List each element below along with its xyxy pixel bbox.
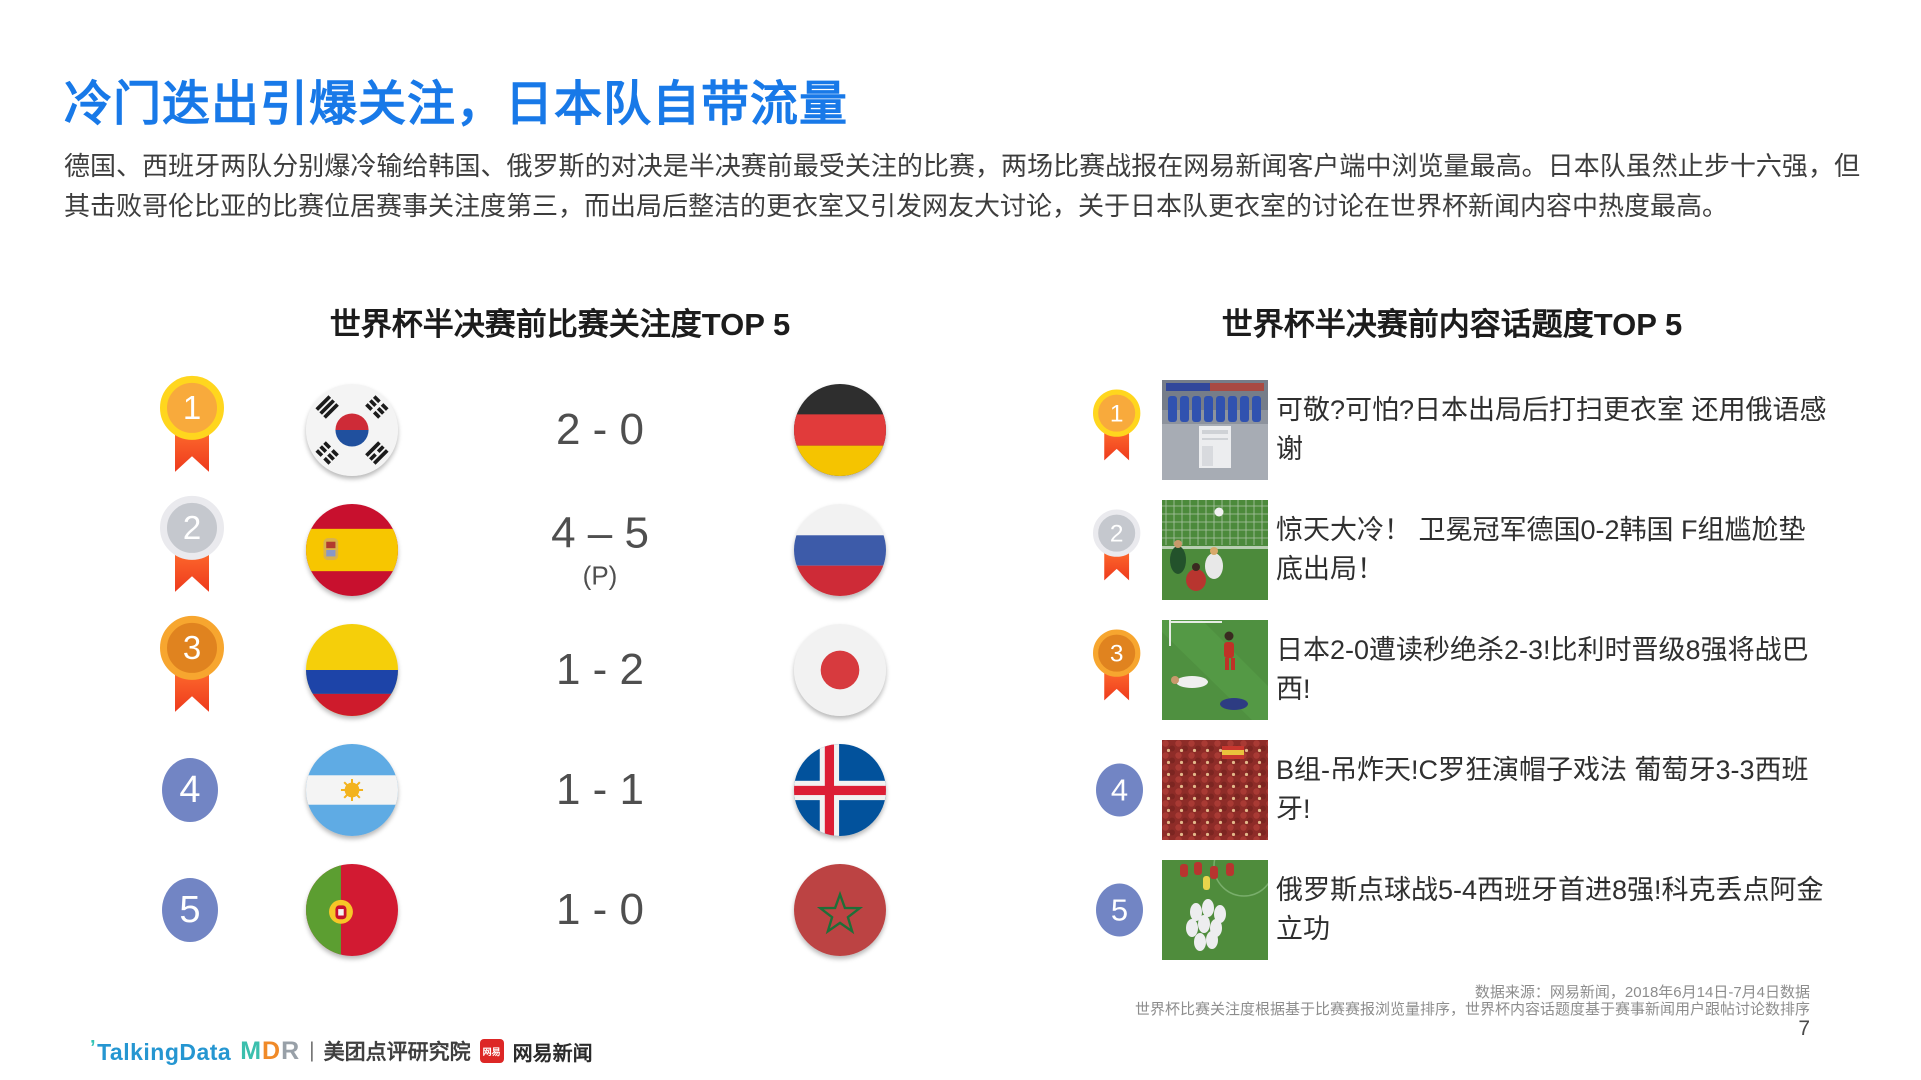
news-headline: B组-吊炸天!C罗狂演帽子戏法 葡萄牙3-3西班牙! [1276, 755, 1809, 824]
rank-2-medal-icon: 2 [1093, 509, 1141, 586]
news-row: 3 日本2-0遭读秒绝杀2-3!比利时晋级8强将战巴西! [0, 615, 1921, 725]
data-source-line2: 世界杯比赛关注度根据基于比赛赛报浏览量排序，世界杯内容话题度基于赛事新闻用户跟帖… [1134, 1001, 1810, 1018]
match-score: 2 - 0 [555, 405, 645, 454]
flag-morocco-icon [794, 864, 886, 956]
rank-number: 2 [1109, 519, 1124, 547]
news-headline: 日本2-0遭读秒绝杀2-3!比利时晋级8强将战巴西! [1276, 635, 1809, 704]
match-score: 1 - 0 [555, 885, 645, 934]
match-score: 1 - 2 [555, 645, 645, 694]
rank-number: 1 [1109, 399, 1124, 427]
rank-4-badge: 4 [1096, 763, 1143, 817]
news-row: 4 B组-吊炸天!C罗狂演帽子戏法 葡萄牙3-3西班牙! [0, 735, 1921, 845]
news-thumbnail-goal-scene [1162, 500, 1268, 600]
news-headline: 可敬?可怕?日本出局后打扫更衣室 还用俄语感谢 [1276, 395, 1827, 464]
news-row: 1 可敬?可怕?日本出局后打扫更衣室 还用俄语感谢 [0, 375, 1921, 485]
rank-5-badge: 5 [1096, 883, 1143, 937]
netease-app-icon: 网易 [479, 1039, 504, 1063]
match-row: 5 1 - 0 [0, 855, 1921, 965]
match-row: 2 4 – 5 (P) [0, 495, 1921, 605]
flag-south-korea-icon [306, 384, 398, 476]
news-row: 2 惊天大冷！ 卫冕冠军德国0-2韩国 F组尴尬垫底出局！ [0, 495, 1921, 605]
match-ranking-title: 世界杯半决赛前比赛关注度TOP 5 [329, 307, 791, 342]
flag-spain-icon [306, 504, 398, 596]
match-score: 1 - 1 [555, 765, 645, 814]
rank-number: 4 [1110, 772, 1129, 807]
flag-japan-icon [794, 624, 886, 716]
news-headline: 惊天大冷！ 卫冕冠军德国0-2韩国 F组尴尬垫底出局！ [1276, 515, 1806, 584]
rank-3-medal-icon: 3 [1093, 629, 1141, 706]
match-row: 4 1 - 1 [0, 735, 1921, 845]
news-thumbnail-players-on-pitch [1162, 620, 1268, 720]
news-row: 5 俄罗斯点球战5-4西班牙首进8强!科克丢点阿金立功 [0, 855, 1921, 965]
news-headline: 俄罗斯点球战5-4西班牙首进8强!科克丢点阿金立功 [1276, 875, 1824, 944]
news-thumbnail-locker-room [1162, 380, 1268, 480]
talkingdata-tick-icon: ’ [90, 1036, 97, 1059]
news-thumbnail-team-celebration [1162, 860, 1268, 960]
rank-number: 4 [179, 768, 201, 811]
rank-1-medal-icon: 1 [160, 375, 224, 480]
match-row: 3 1 - 2 [0, 615, 1921, 725]
flag-iceland-icon [794, 744, 886, 836]
flag-portugal-icon [306, 864, 398, 956]
logo-divider: | [309, 1039, 315, 1062]
rank-number: 2 [182, 508, 202, 546]
rank-3-medal-icon: 3 [160, 615, 224, 720]
footer-logos: ’TalkingData MDR | 美团点评研究院 网易 网易新闻 [90, 1036, 593, 1065]
rank-number: 5 [179, 888, 201, 931]
data-source-line1: 数据来源：网易新闻，2018年6月14日-7月4日数据 [1474, 984, 1810, 1001]
netease-news-label: 网易新闻 [512, 1042, 593, 1065]
talkingdata-logo: ’TalkingData [90, 1036, 232, 1065]
flag-germany-icon [794, 384, 886, 476]
news-thumbnail-fans-crowd [1162, 740, 1268, 840]
rank-1-medal-icon: 1 [1093, 389, 1141, 466]
page-number: 7 [1798, 1017, 1810, 1040]
match-row: 1 2 - 0 [0, 375, 1921, 485]
intro-paragraph: 德国、西班牙两队分别爆冷输给韩国、俄罗斯的对决是半决赛前最受关注的比赛，两场比赛… [64, 151, 1860, 221]
flag-russia-icon [794, 504, 886, 596]
match-score: 4 – 5 (P) [551, 508, 649, 591]
flag-argentina-icon [306, 744, 398, 836]
mdr-logo: MDR [240, 1036, 301, 1065]
rank-4-badge: 4 [162, 758, 218, 822]
page-title: 冷门迭出引爆关注，日本队自带流量 [64, 78, 849, 131]
topic-ranking-title: 世界杯半决赛前内容话题度TOP 5 [1221, 307, 1683, 342]
rank-number: 3 [182, 628, 202, 666]
rank-number: 5 [1110, 892, 1129, 927]
rank-number: 3 [1109, 639, 1124, 667]
data-source-note: 数据来源：网易新闻，2018年6月14日-7月4日数据 世界杯比赛关注度根据基于… [1135, 984, 1810, 1018]
rank-2-medal-icon: 2 [160, 495, 224, 600]
meituan-dianping-research-label: 美团点评研究院 [323, 1041, 471, 1064]
rank-5-badge: 5 [162, 878, 218, 942]
rank-number: 1 [182, 388, 202, 426]
